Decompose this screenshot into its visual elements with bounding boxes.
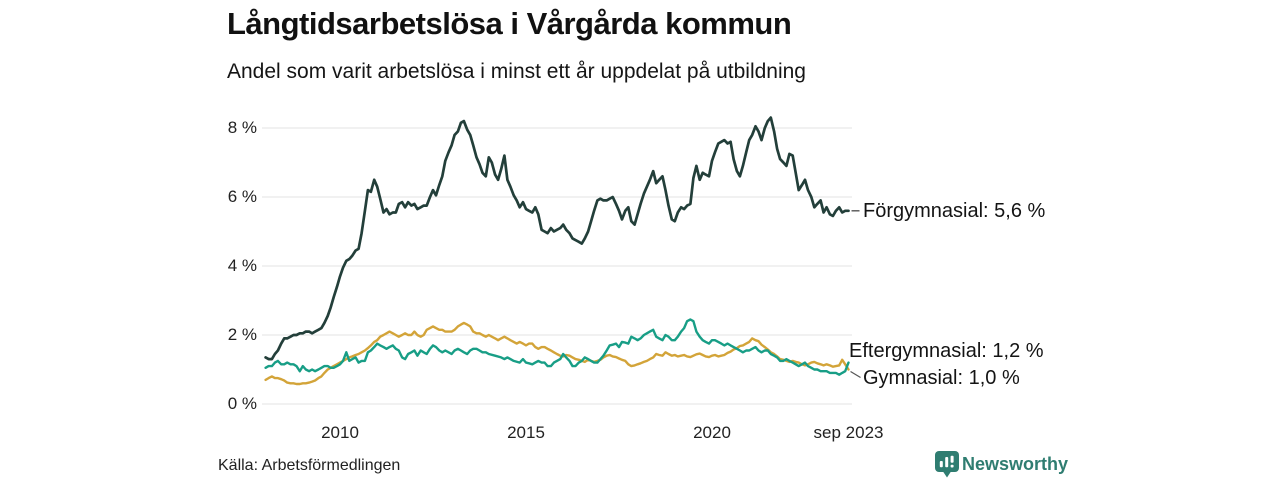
y-tick-label: 0 % — [227, 394, 257, 413]
chart-title: Långtidsarbetslösa i Vårgårda kommun — [227, 6, 792, 41]
series-line-gymnasial — [264, 321, 850, 386]
y-tick-label: 4 % — [227, 256, 257, 275]
chart-subtitle: Andel som varit arbetslösa i minst ett å… — [227, 60, 806, 83]
x-tick-label: sep 2023 — [813, 423, 884, 442]
series-label-gymnasial: Gymnasial: 1,0 % — [863, 367, 1020, 389]
series-line-eftergymnasial — [264, 318, 850, 376]
source-note: Källa: Arbetsförmedlingen — [218, 457, 401, 474]
y-tick-label: 2 % — [227, 325, 257, 344]
series-line-förgymnasial — [264, 116, 850, 361]
x-tick-label: 2015 — [507, 423, 545, 442]
series-label-eftergymnasial: Eftergymnasial: 1,2 % — [849, 340, 1044, 362]
newsworthy-logo-icon — [935, 451, 959, 478]
x-tick-label: 2020 — [693, 423, 731, 442]
label-leader-line — [850, 370, 861, 379]
newsworthy-wordmark: Newsworthy — [962, 454, 1069, 474]
x-tick-label: 2010 — [321, 423, 359, 442]
y-tick-label: 6 % — [227, 187, 257, 206]
series-label-forgymnasial: Förgymnasial: 5,6 % — [863, 200, 1046, 222]
y-tick-label: 8 % — [227, 118, 257, 137]
